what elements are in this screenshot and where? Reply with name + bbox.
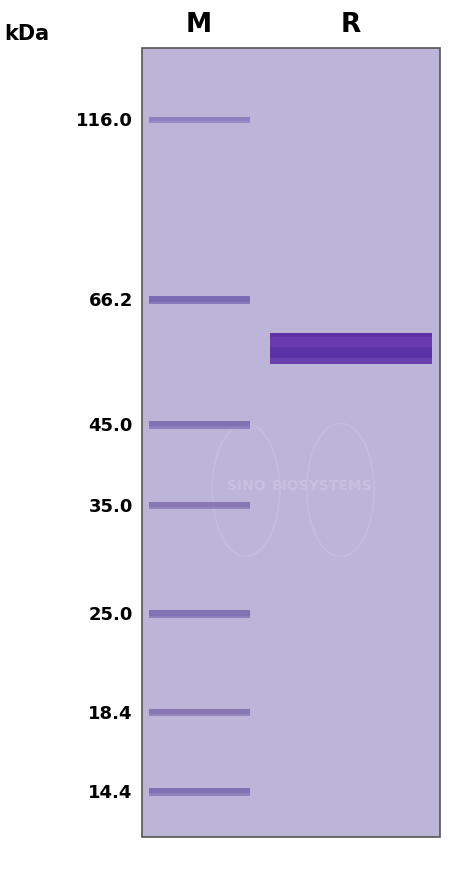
Bar (148, 297, 250, 305)
Bar (148, 710, 250, 717)
Bar (148, 793, 250, 796)
Text: kDa: kDa (4, 24, 50, 44)
Text: 116.0: 116.0 (76, 112, 133, 129)
Text: BIOSYSTEMS: BIOSYSTEMS (272, 479, 373, 493)
Bar (148, 714, 250, 717)
Text: 45.0: 45.0 (88, 416, 133, 434)
Bar (148, 118, 250, 124)
Text: M: M (186, 12, 212, 38)
Bar (142, 49, 440, 837)
Text: 66.2: 66.2 (88, 292, 133, 310)
Text: 14.4: 14.4 (88, 782, 133, 801)
Text: SINO: SINO (227, 479, 265, 493)
Text: R: R (341, 12, 361, 38)
Bar (148, 788, 250, 796)
Text: 35.0: 35.0 (88, 497, 133, 515)
Bar (148, 616, 250, 618)
Bar (148, 303, 250, 305)
Bar (148, 508, 250, 509)
Bar (148, 502, 250, 509)
Bar (148, 427, 250, 429)
Text: 18.4: 18.4 (88, 703, 133, 722)
Bar (148, 121, 250, 124)
Bar (148, 421, 250, 429)
Text: 25.0: 25.0 (88, 605, 133, 623)
Bar (270, 333, 432, 365)
Bar (270, 338, 432, 347)
Bar (270, 359, 432, 365)
Bar (148, 610, 250, 618)
